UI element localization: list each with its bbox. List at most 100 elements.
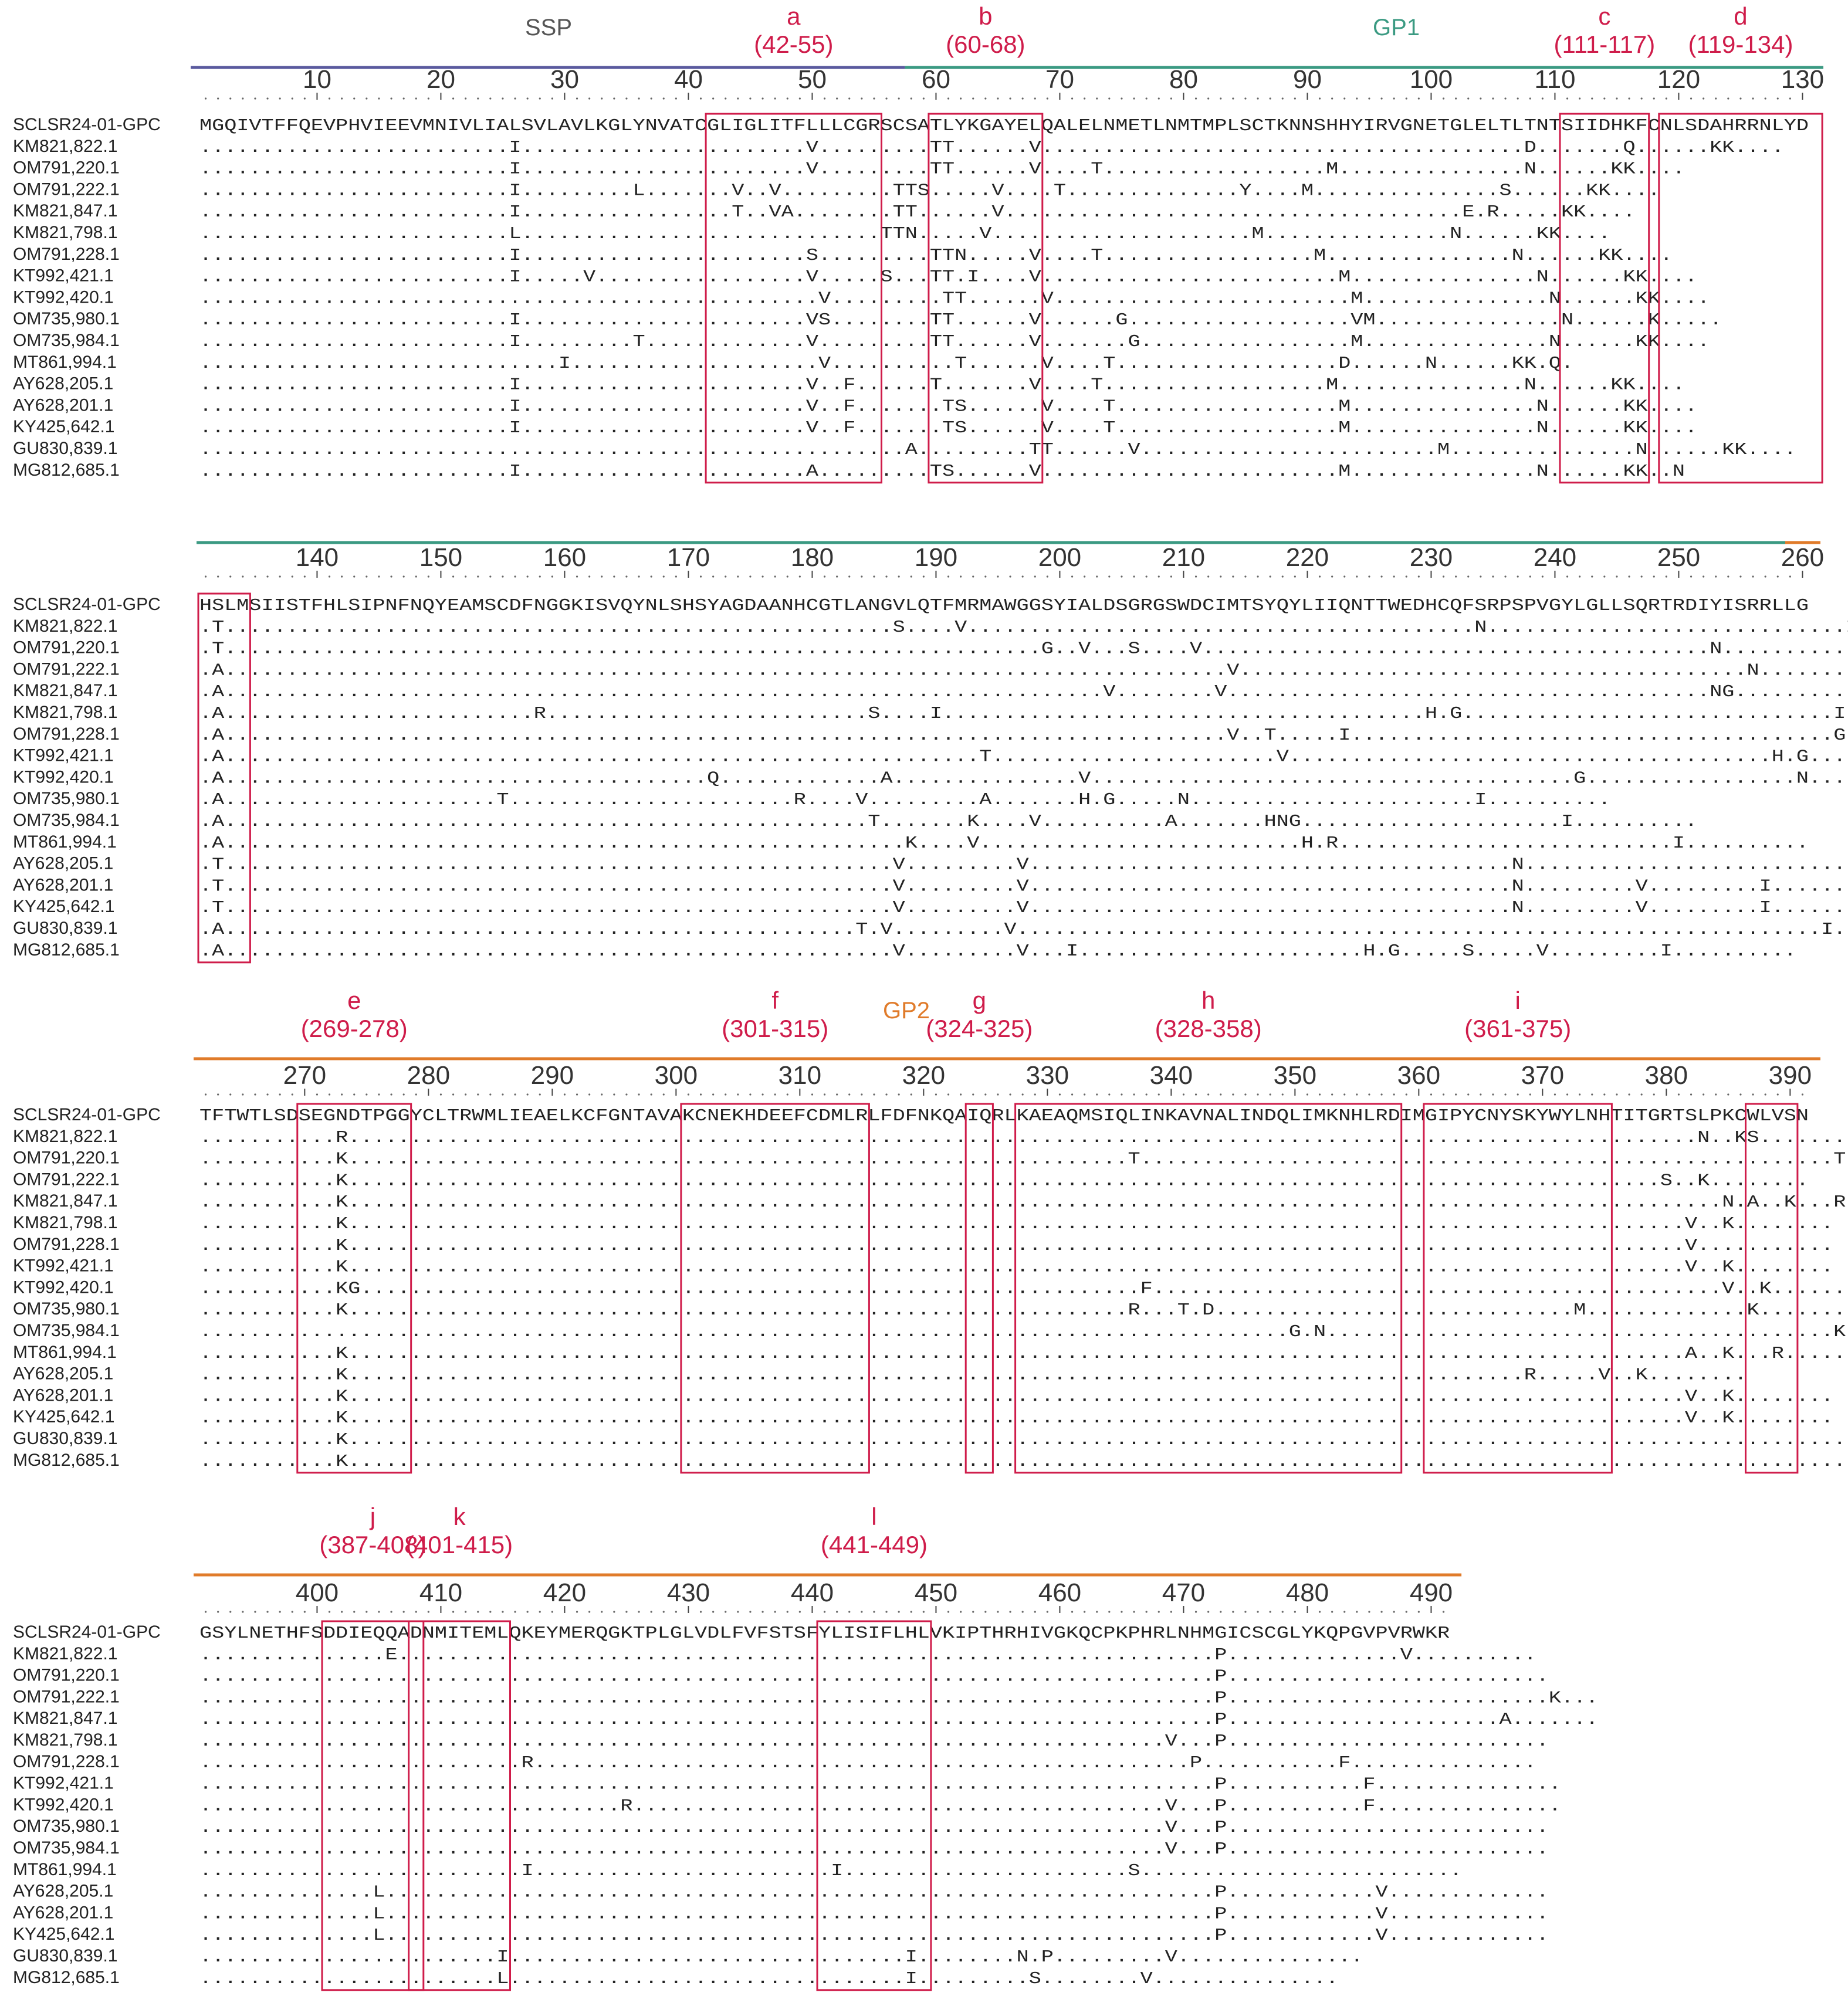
aligned-sequence: ........................................… (199, 1322, 1848, 1341)
tick-dot (1553, 1093, 1556, 1096)
tick-dot (328, 1611, 331, 1613)
tick-dot (1405, 575, 1407, 578)
tick-dot (749, 575, 752, 578)
sequence-name: KT992,420.1 (13, 1278, 114, 1297)
sequence-name: KT992,420.1 (13, 1795, 114, 1814)
tick-dot (1492, 97, 1494, 100)
aligned-sequence: ...........R............................… (199, 1128, 1848, 1147)
tick-dot (1194, 97, 1197, 100)
sequence-name: MT861,994.1 (13, 353, 117, 372)
tick-dot (390, 575, 392, 578)
tick-dot (477, 575, 479, 578)
tick-dot (638, 1093, 640, 1096)
tick-dot (502, 97, 504, 100)
tick-dot (217, 1093, 219, 1096)
aligned-sequence: ..............L.........................… (199, 1883, 1549, 1902)
tick-dot (1504, 575, 1507, 578)
aligned-sequence: .........................I.....V........… (199, 267, 1697, 287)
epitope-range: (301-315) (722, 1015, 828, 1042)
tick-dot (588, 1611, 591, 1613)
tick-dot (1603, 97, 1606, 100)
aligned-sequence: ..............L.........................… (199, 1904, 1549, 1923)
tick-dot (650, 1611, 652, 1613)
sequence-name: OM735,980.1 (13, 309, 120, 328)
tick-dot (1690, 575, 1693, 578)
tick-dot (712, 97, 715, 100)
tick-dot (489, 1093, 492, 1096)
tick-dot (390, 1611, 392, 1613)
tick-dot (1764, 97, 1766, 100)
epitope-letter: h (1201, 987, 1215, 1014)
tick-dot (303, 1611, 306, 1613)
epitope-box (964, 1103, 994, 1474)
tick-dot (254, 97, 256, 100)
tick-dot (922, 97, 925, 100)
tick-dot (402, 1093, 405, 1096)
tick-dot (786, 575, 788, 578)
tick-dot (1220, 575, 1222, 578)
aligned-sequence: .A......................................… (199, 941, 1796, 961)
aligned-sequence: .........................I..............… (199, 418, 1697, 438)
tick-dot (291, 1611, 293, 1613)
position-tick-label: 180 (791, 543, 834, 572)
aligned-sequence: .A.........................R............… (199, 704, 1848, 723)
tick-dot (266, 575, 269, 578)
tick-dot (1331, 575, 1333, 578)
reference-sequence: TFTWTLSDSEGNDTPGGYCLTRWMLIEAELKCFGNTAVAK… (199, 1106, 1809, 1126)
tick-dot (675, 1611, 677, 1613)
position-tick-label: 350 (1274, 1061, 1316, 1090)
aligned-sequence: .A......................................… (199, 812, 1697, 831)
tick-dot (303, 97, 306, 100)
tick-dot (798, 575, 801, 578)
sequence-name: OM791,222.1 (13, 179, 120, 199)
tick-dot (861, 1611, 863, 1613)
tick-dot (1703, 1093, 1705, 1096)
tick-dot (1281, 575, 1284, 578)
tick-dot (1269, 575, 1271, 578)
position-tick-label: 70 (1045, 65, 1074, 94)
tick-dot (960, 1093, 962, 1096)
tick-dot (811, 1093, 814, 1096)
tick-dot (1442, 1093, 1445, 1096)
tick-dot (1281, 1093, 1284, 1096)
position-tick-label: 150 (419, 543, 462, 572)
tick-dot (1430, 1093, 1433, 1096)
tick-dot (1665, 97, 1667, 100)
tick-dot (1269, 1093, 1271, 1096)
tick-dot (1517, 97, 1519, 100)
tick-dot (1591, 575, 1593, 578)
tick-dot (1294, 1611, 1296, 1613)
position-tick-label: 410 (419, 1578, 462, 1607)
tick-dot (1145, 1611, 1148, 1613)
tick-dot (1244, 1611, 1247, 1613)
tick-dot (1529, 575, 1531, 578)
tick-dot (465, 1611, 467, 1613)
tick-dot (539, 1611, 541, 1613)
aligned-sequence: ........................................… (199, 1710, 1598, 1729)
tick-dot (1368, 1611, 1370, 1613)
aligned-sequence: .........................I..............… (199, 462, 1685, 481)
tick-dot (997, 575, 999, 578)
tick-dot (1121, 97, 1123, 100)
sequence-name: MT861,994.1 (13, 1343, 117, 1362)
position-tick-label: 340 (1150, 1061, 1193, 1090)
epitope-letter: l (871, 1503, 876, 1530)
tick-dot (1752, 1093, 1754, 1096)
tick-dot (885, 1093, 888, 1096)
sequence-name: KM821,822.1 (13, 137, 117, 156)
tick-dot (1084, 575, 1086, 578)
tick-dot (526, 575, 529, 578)
reference-name: SCLSR24-01-GPC (13, 595, 161, 614)
tick-dot (539, 97, 541, 100)
sequence-name: KM821,798.1 (13, 223, 117, 242)
tick-dot (1442, 575, 1445, 578)
tick-dot (514, 97, 516, 100)
tick-dot (1480, 1093, 1482, 1096)
tick-dot (1739, 1093, 1742, 1096)
tick-dot (514, 575, 516, 578)
epitope-box (1423, 1103, 1613, 1474)
tick-dot (1380, 1093, 1383, 1096)
tick-dot (725, 575, 727, 578)
sequence-name: OM791,222.1 (13, 659, 120, 679)
tick-dot (576, 97, 578, 100)
